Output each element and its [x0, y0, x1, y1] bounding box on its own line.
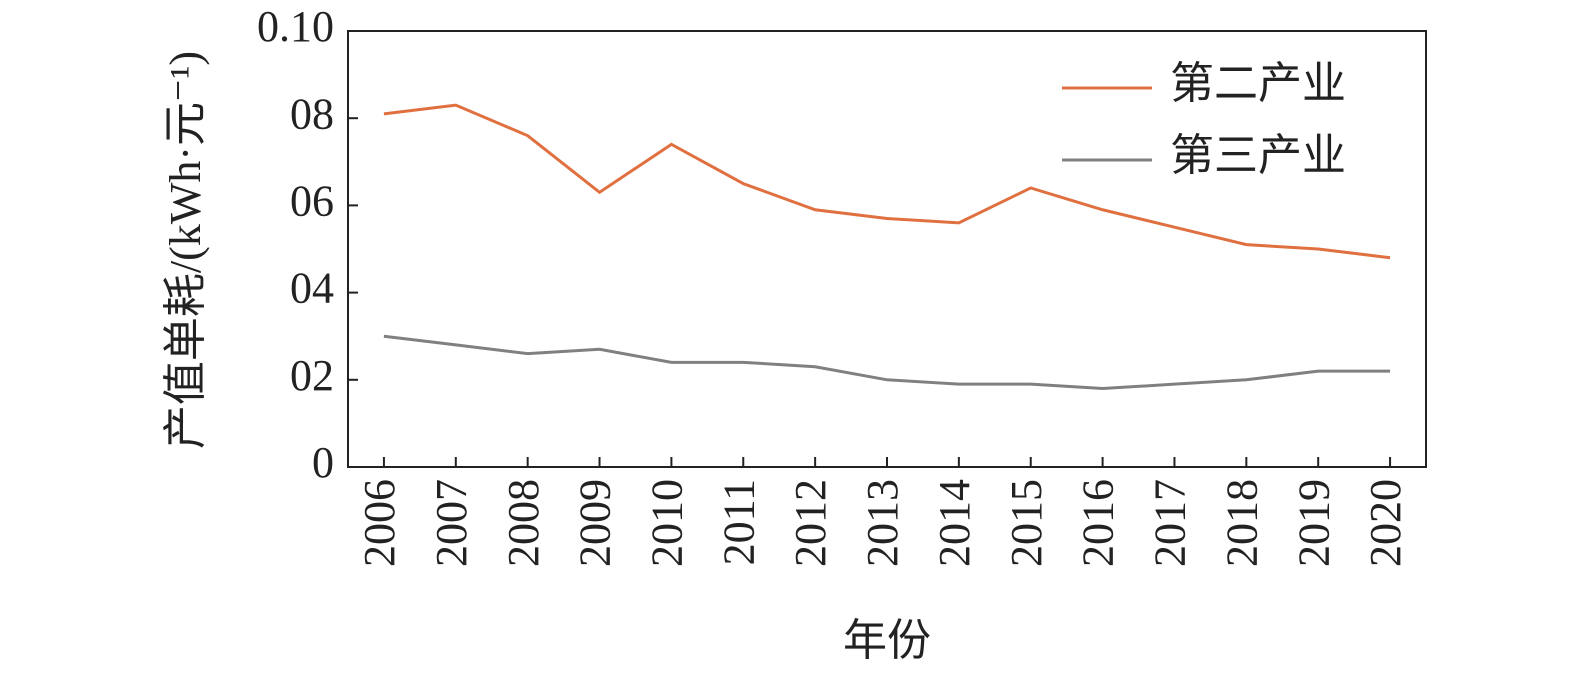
x-tick-label: 2007 — [427, 479, 476, 567]
y-axis-label: 产值单耗/(kWh·元⁻¹) — [161, 51, 210, 449]
legend-label: 第三产业 — [1170, 131, 1346, 180]
y-tick-label: 04 — [290, 264, 334, 313]
x-tick-label: 2020 — [1361, 479, 1410, 567]
x-tick-label: 2006 — [355, 479, 404, 567]
x-tick-label: 2014 — [930, 479, 979, 567]
x-tick-label: 2011 — [714, 479, 763, 565]
x-tick-label: 2009 — [571, 479, 620, 567]
x-tick-label: 2019 — [1289, 479, 1338, 567]
y-tick-label: 0 — [312, 438, 334, 487]
line-series — [383, 103, 1391, 260]
y-tick-label: 08 — [290, 89, 334, 138]
x-axis-label: 年份 — [843, 616, 931, 665]
x-tick-label: 2018 — [1217, 479, 1266, 567]
x-tick-label: 2010 — [642, 479, 691, 567]
y-tick-label: 02 — [290, 351, 334, 400]
line-series — [383, 334, 1391, 391]
y-tick-label: 06 — [290, 176, 334, 225]
x-tick-label: 2017 — [1146, 479, 1195, 567]
x-tick-label: 2016 — [1074, 479, 1123, 567]
x-tick-label: 2013 — [858, 479, 907, 567]
legend-label: 第二产业 — [1170, 59, 1346, 108]
x-tick-label: 2008 — [499, 479, 548, 567]
x-tick-label: 2012 — [786, 479, 835, 567]
y-tick-label: 0.10 — [257, 2, 334, 51]
x-tick-label: 2015 — [1002, 479, 1051, 567]
